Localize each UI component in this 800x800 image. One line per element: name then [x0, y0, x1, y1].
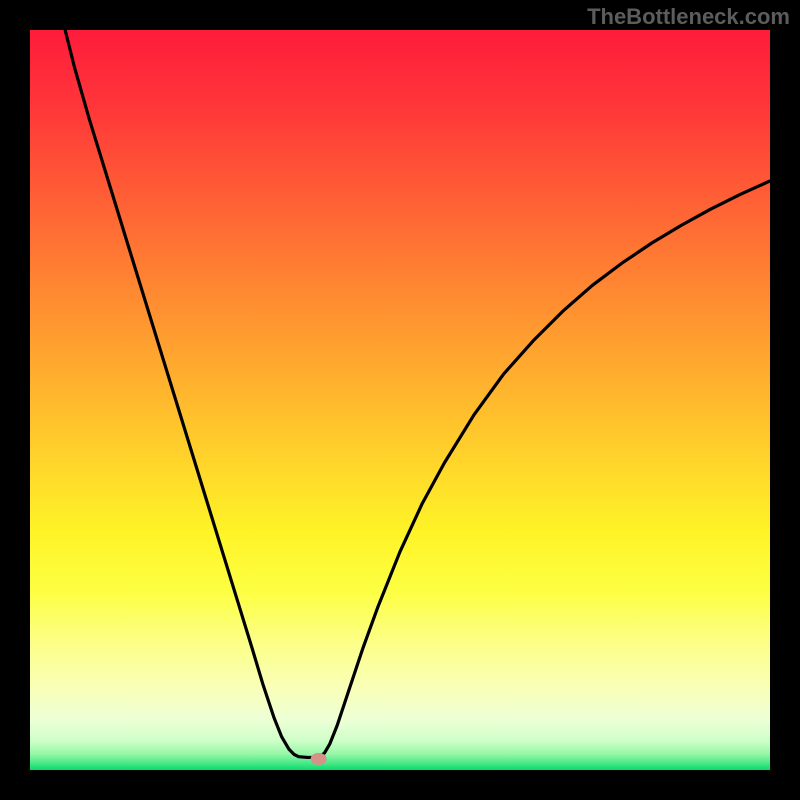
- chart-svg: [0, 0, 800, 800]
- frame-left: [0, 0, 30, 800]
- optimal-point-marker: [311, 753, 327, 765]
- frame-right: [770, 0, 800, 800]
- chart-container: TheBottleneck.com: [0, 0, 800, 800]
- plot-area: [30, 30, 770, 770]
- frame-bottom: [0, 770, 800, 800]
- watermark-label: TheBottleneck.com: [587, 4, 790, 30]
